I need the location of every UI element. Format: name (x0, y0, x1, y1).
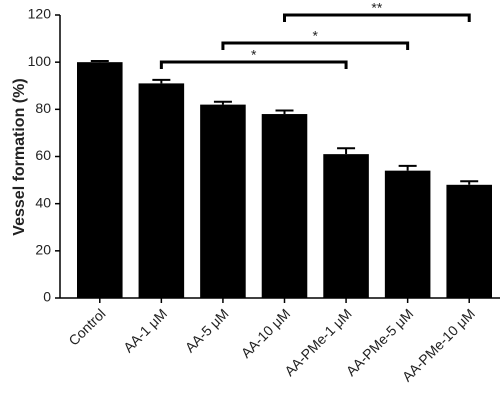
significance-label: * (313, 28, 319, 44)
x-tick-label: AA-1 μM (120, 305, 170, 355)
bar (323, 154, 369, 298)
significance-label: * (251, 47, 257, 63)
error-bar (90, 59, 109, 63)
y-tick-label: 20 (35, 242, 51, 258)
bar (384, 170, 431, 298)
y-tick-label: 0 (43, 289, 51, 305)
significance-bracket (221, 41, 410, 50)
error-bar (398, 164, 417, 171)
error-bar (337, 147, 356, 155)
significance-bracket (283, 13, 471, 22)
y-tick-label: 60 (35, 147, 51, 163)
y-tick-label: 120 (28, 6, 52, 22)
bar (446, 184, 492, 298)
bar (138, 83, 185, 299)
significance-bracket (159, 60, 348, 69)
y-tick-label: 100 (28, 53, 52, 69)
bar (261, 114, 308, 298)
error-bar (275, 109, 294, 115)
y-axis-label: Vessel formation (%) (11, 78, 28, 235)
bar (77, 62, 123, 298)
x-tick-label: AA-5 μM (182, 305, 232, 355)
significance-label: ** (371, 0, 382, 16)
bar (200, 104, 246, 298)
x-tick-label: Control (65, 305, 108, 348)
error-bar (152, 78, 171, 84)
error-bar (460, 180, 479, 185)
y-tick-label: 40 (35, 194, 51, 210)
y-tick-label: 80 (35, 100, 51, 116)
x-tick-label: AA-10 μM (238, 305, 294, 361)
error-bar (213, 100, 232, 105)
